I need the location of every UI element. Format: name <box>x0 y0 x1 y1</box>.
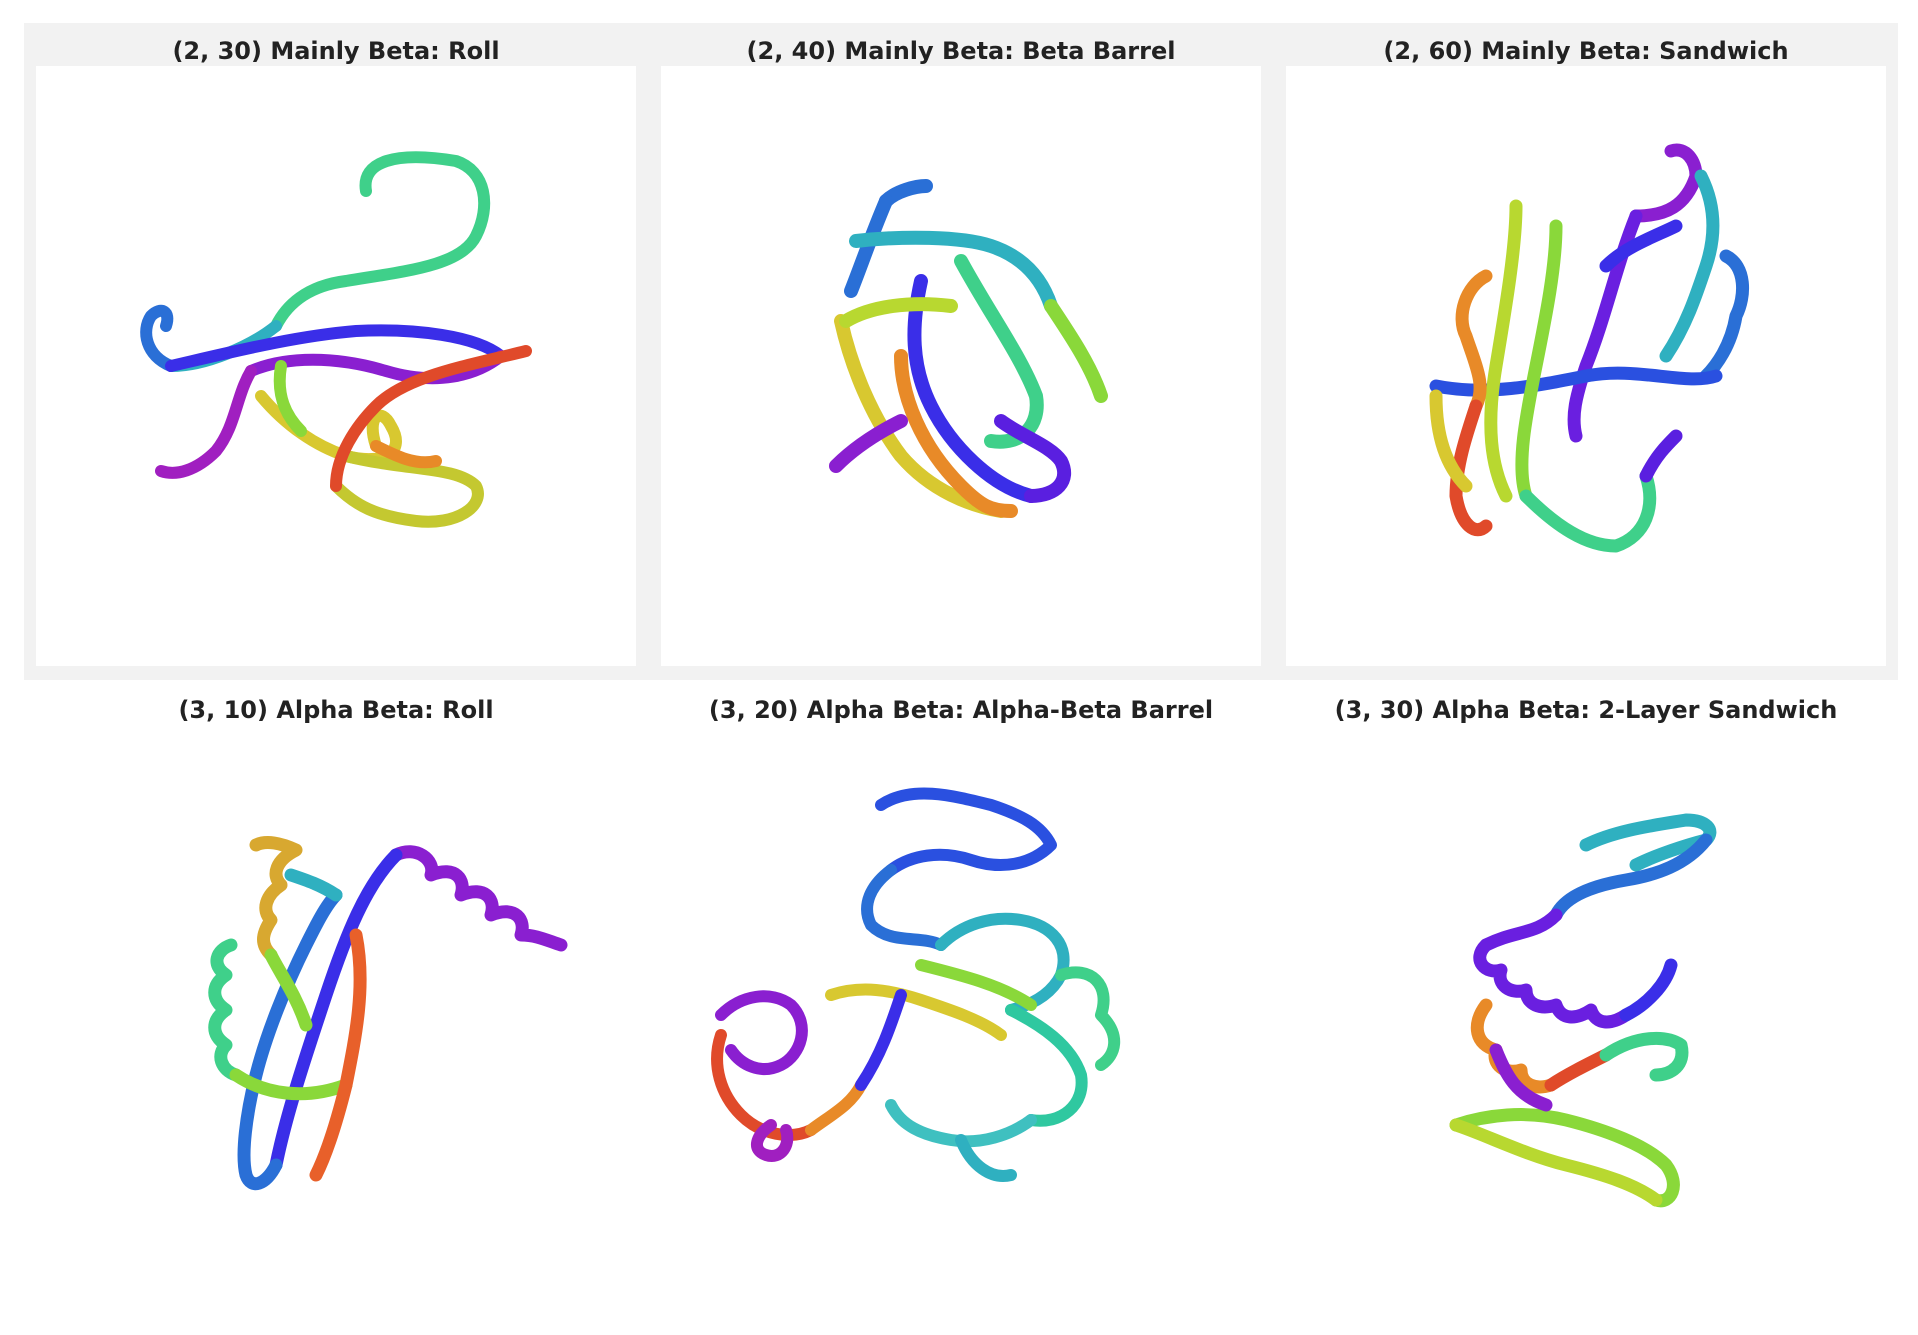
panel-title: (2, 40) Mainly Beta: Beta Barrel <box>746 37 1176 65</box>
panel-title: (3, 10) Alpha Beta: Roll <box>178 696 494 724</box>
protein-ribbon-image <box>36 66 636 666</box>
ribbon-diagram-3-10 <box>208 836 568 1191</box>
protein-ribbon-image <box>36 735 636 1335</box>
ribbon-diagram-2-40 <box>829 179 1108 518</box>
protein-ribbon-image <box>1286 66 1886 666</box>
panel-title: (2, 30) Mainly Beta: Roll <box>172 37 500 65</box>
bottom-row-panel-group: (3, 10) Alpha Beta: Roll (3, 20) Alpha B… <box>24 680 1898 1335</box>
panel-title: (2, 60) Mainly Beta: Sandwich <box>1383 37 1789 65</box>
panel-title: (3, 30) Alpha Beta: 2-Layer Sandwich <box>1334 696 1838 724</box>
panel-title: (3, 20) Alpha Beta: Alpha-Beta Barrel <box>708 696 1214 724</box>
top-row-panel-group: (2, 30) Mainly Beta: Roll <box>24 23 1898 680</box>
ribbon-diagram-3-30 <box>1449 813 1717 1208</box>
protein-ribbon-image <box>661 735 1261 1335</box>
ribbon-diagram-2-30 <box>140 151 532 528</box>
protein-ribbon-image <box>1286 735 1886 1335</box>
ribbon-diagram-2-60 <box>1429 143 1750 553</box>
ribbon-diagram-3-20 <box>711 787 1121 1182</box>
protein-ribbon-image <box>661 66 1261 666</box>
